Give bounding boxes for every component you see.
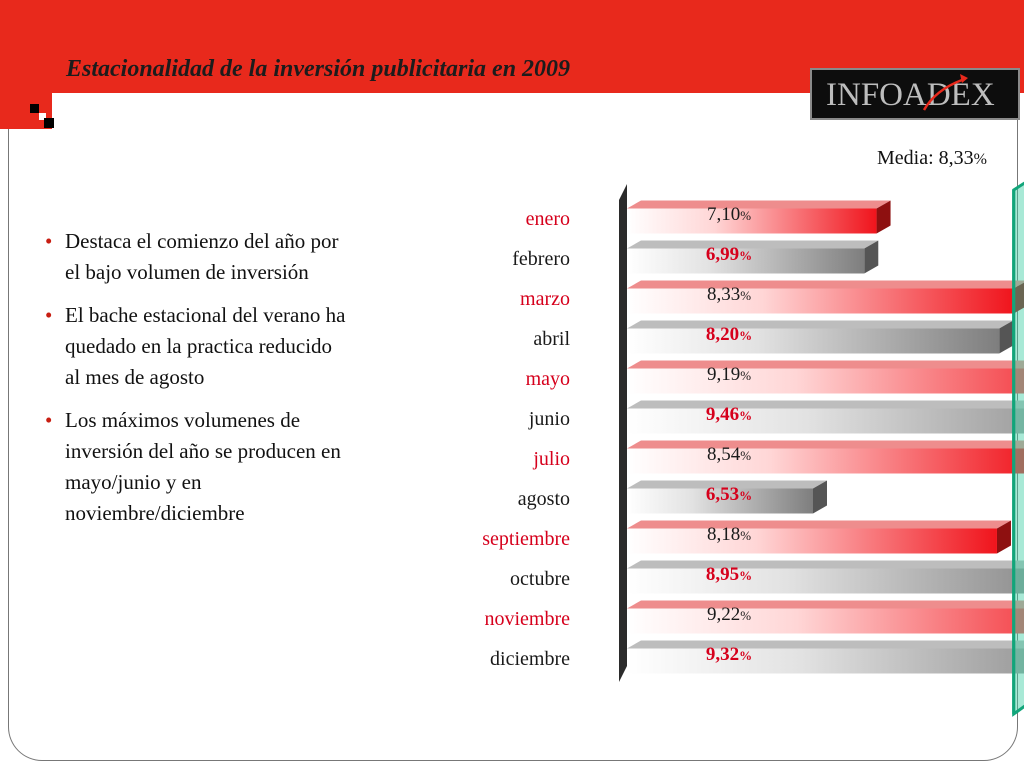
bar-mayo <box>627 368 1024 394</box>
category-label: marzo <box>520 288 570 310</box>
category-label: noviembre <box>484 608 570 630</box>
category-label: septiembre <box>482 528 570 550</box>
bar-top-face <box>627 360 1024 369</box>
category-label: febrero <box>512 248 570 270</box>
value-label: 8,18% <box>707 524 751 545</box>
bar-enero <box>627 208 877 234</box>
bar-top-face <box>627 280 1024 289</box>
value-label: 8,54% <box>707 444 751 465</box>
value-unit: % <box>740 528 751 543</box>
bar-top-face <box>627 600 1024 609</box>
bar-marzo <box>627 288 1014 314</box>
bullet-item: El bache estacional del verano ha quedad… <box>44 300 349 393</box>
bar-top-face <box>627 440 1024 449</box>
page-title: Estacionalidad de la inversión publicita… <box>66 56 571 82</box>
value-unit: % <box>739 408 752 423</box>
bar-top-face <box>627 560 1024 569</box>
infoadex-logo: INFOADEX <box>810 68 1020 120</box>
bullet-item: Los máximos volumenes de inversión del a… <box>44 405 349 529</box>
category-label: enero <box>526 208 570 230</box>
bar-top-face <box>627 480 827 489</box>
plot-back-wall <box>619 184 627 682</box>
value-label: 6,53% <box>706 484 752 505</box>
corner-squares-icon <box>30 104 54 128</box>
value-unit: % <box>740 608 751 623</box>
logo-swoosh-icon <box>922 74 968 111</box>
bar-septiembre <box>627 528 997 554</box>
value-label: 6,99% <box>706 244 752 265</box>
bar-top-face <box>627 520 1011 529</box>
corner-block <box>0 93 52 129</box>
value-label: 8,20% <box>706 324 752 345</box>
value-unit: % <box>739 248 752 263</box>
bar-end-face <box>996 520 1011 554</box>
category-label: agosto <box>518 488 570 510</box>
value-label: 9,22% <box>707 604 751 625</box>
category-label: julio <box>532 448 570 470</box>
value-unit: % <box>739 328 752 343</box>
value-unit: % <box>740 288 751 303</box>
category-label: mayo <box>526 368 570 390</box>
value-label: 9,19% <box>707 364 751 385</box>
bar-end-face <box>1013 282 1024 314</box>
value-unit: % <box>740 208 751 223</box>
bar-top-face <box>627 640 1024 649</box>
bullet-item: Destaca el comienzo del año por el bajo … <box>44 226 349 288</box>
value-label: 8,95% <box>706 564 752 585</box>
category-label: octubre <box>510 568 570 590</box>
category-label: diciembre <box>490 648 570 670</box>
bar-noviembre <box>627 608 1024 634</box>
bullet-list: Destaca el comienzo del año por el bajo … <box>44 226 349 541</box>
bar-top-face <box>627 400 1024 409</box>
value-unit: % <box>740 368 751 383</box>
bar-end-face <box>864 240 879 274</box>
bar-end-face <box>876 200 891 234</box>
bar-top-face <box>627 200 891 209</box>
bar-diciembre <box>627 648 1024 674</box>
value-label: 7,10% <box>707 204 751 225</box>
bar-febrero <box>627 248 865 274</box>
value-unit: % <box>739 568 752 583</box>
bar-abril <box>627 328 1000 354</box>
value-label: 9,46% <box>706 404 752 425</box>
value-label: 8,33% <box>707 284 751 305</box>
logo-text: INFOADEX <box>826 77 995 113</box>
bar-top-face <box>627 320 1014 329</box>
value-unit: % <box>740 448 751 463</box>
value-label: 9,32% <box>706 644 752 665</box>
value-unit: % <box>739 648 752 663</box>
bar-octubre <box>627 568 1024 594</box>
bar-junio <box>627 408 1024 434</box>
value-unit: % <box>739 488 752 503</box>
category-label: abril <box>533 328 570 350</box>
mean-unit: % <box>974 151 987 168</box>
category-label: junio <box>528 408 570 430</box>
bar-end-face <box>813 480 827 514</box>
bar-top-face <box>627 240 879 249</box>
mean-marker <box>1012 181 1024 717</box>
bar-end-face <box>999 320 1014 354</box>
bar-julio <box>627 448 1024 474</box>
mean-label: Media: 8,33% <box>877 147 987 169</box>
bar-agosto <box>627 488 813 514</box>
